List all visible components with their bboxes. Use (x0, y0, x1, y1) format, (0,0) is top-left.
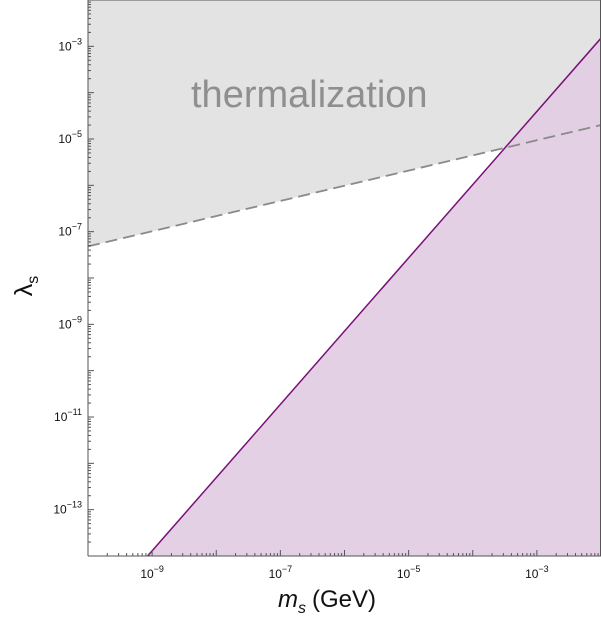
x-axis-label: ms (GeV) (278, 586, 376, 617)
x-axis-label-symbol: m (278, 586, 298, 613)
y-axis-label-symbol: λ (10, 283, 38, 296)
y-tick-base: 10 (58, 225, 72, 239)
x-tick-label: 10−3 (525, 564, 549, 581)
y-tick-label: 10−7 (58, 222, 82, 239)
y-tick-base: 10 (58, 132, 72, 146)
x-tick-exponent: −5 (410, 564, 420, 574)
x-tick-base: 10 (397, 567, 411, 581)
y-tick-exponent: −9 (72, 314, 82, 324)
x-tick-base: 10 (140, 567, 154, 581)
x-tick-base: 10 (525, 567, 539, 581)
y-tick-base: 10 (53, 503, 67, 517)
y-axis-label-subscript: s (25, 276, 42, 284)
x-tick-label: 10−5 (397, 564, 421, 581)
y-tick-exponent: −13 (67, 500, 82, 510)
x-tick-exponent: −7 (282, 564, 292, 574)
region-label-thermalization: thermalization (191, 74, 428, 116)
y-tick-exponent: −7 (72, 222, 82, 232)
y-tick-label: 10−5 (58, 129, 82, 146)
y-tick-label: 10−13 (53, 500, 82, 517)
thermalization-region (88, 0, 601, 247)
y-tick-label: 10−11 (54, 407, 82, 424)
y-tick-exponent: −11 (67, 407, 82, 417)
boundaries-layer (87, 37, 601, 557)
x-ticks-layer: 10−9 10−7 10−5 10−3 (87, 550, 601, 581)
purple-boundary-line (147, 37, 601, 557)
x-axis-label-unit: (GeV) (312, 586, 376, 613)
x-axis-label-subscript: s (298, 600, 306, 617)
x-tick-exponent: −9 (154, 564, 164, 574)
x-tick-label: 10−9 (140, 564, 164, 581)
y-tick-base: 10 (58, 317, 72, 331)
y-tick-label: 10−9 (58, 314, 82, 331)
y-tick-base: 10 (58, 39, 72, 53)
x-tick-label: 10−7 (269, 564, 293, 581)
y-tick-exponent: −5 (72, 129, 82, 139)
y-tick-exponent: −3 (72, 36, 82, 46)
x-tick-exponent: −3 (538, 564, 548, 574)
y-tick-label: 10−3 (58, 36, 82, 53)
thermalization-boundary-line (87, 124, 601, 248)
x-tick-base: 10 (269, 567, 283, 581)
y-tick-base: 10 (54, 410, 68, 424)
y-axis-label: λs (10, 276, 42, 297)
